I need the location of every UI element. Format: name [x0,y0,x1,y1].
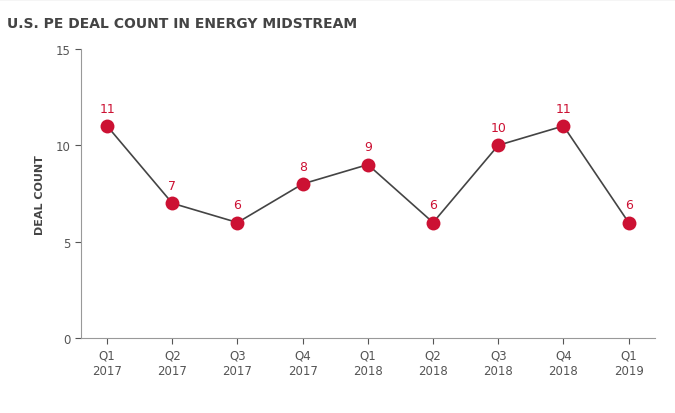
Text: 6: 6 [625,199,632,212]
Text: 6: 6 [234,199,242,212]
Text: U.S. PE DEAL COUNT IN ENERGY MIDSTREAM: U.S. PE DEAL COUNT IN ENERGY MIDSTREAM [7,17,357,31]
Text: 10: 10 [490,122,506,135]
Text: 7: 7 [168,180,176,192]
Text: 11: 11 [556,102,571,116]
Text: 9: 9 [364,141,372,154]
Text: 8: 8 [298,160,306,173]
Text: 11: 11 [99,102,115,116]
Text: 6: 6 [429,199,437,212]
Y-axis label: DEAL COUNT: DEAL COUNT [34,154,45,234]
